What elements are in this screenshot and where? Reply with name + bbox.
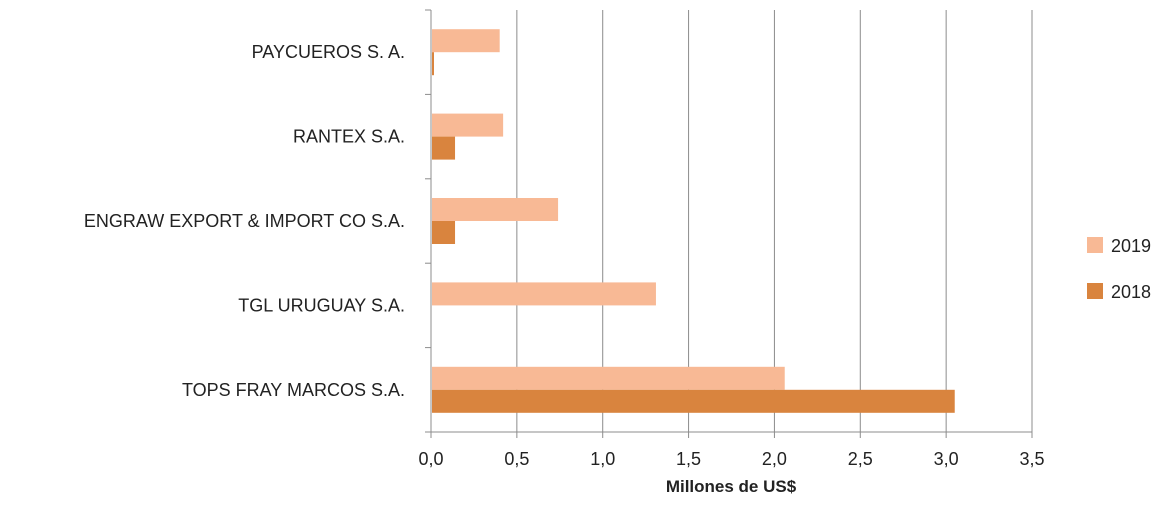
bar-2019 — [432, 29, 500, 53]
category-label: TGL URUGUAY S.A. — [238, 295, 405, 315]
bar-2019 — [432, 366, 785, 390]
x-tick-label: 2,5 — [848, 449, 873, 469]
x-tick-label: 2,0 — [762, 449, 787, 469]
x-axis-title: Millones de US$ — [666, 477, 797, 496]
bar-2019 — [432, 282, 656, 306]
grid-lines — [516, 10, 1033, 432]
category-label: PAYCUEROS S. A. — [252, 42, 405, 62]
x-tick-label: 0,5 — [504, 449, 529, 469]
category-label: TOPS FRAY MARCOS S.A. — [182, 380, 405, 400]
bar-2018 — [432, 389, 955, 413]
legend-label-2019: 2019 — [1111, 236, 1151, 256]
category-label: ENGRAW EXPORT & IMPORT CO S.A. — [84, 211, 405, 231]
x-tick-label: 3,5 — [1019, 449, 1044, 469]
legend: 2019 2018 — [1087, 236, 1151, 302]
bar-2019 — [432, 113, 504, 137]
x-tick-label: 1,5 — [676, 449, 701, 469]
x-tick-label: 0,0 — [418, 449, 443, 469]
legend-label-2018: 2018 — [1111, 282, 1151, 302]
axes — [425, 9, 1033, 438]
x-tick-label: 1,0 — [590, 449, 615, 469]
bar-2018 — [432, 136, 456, 160]
category-label: RANTEX S.A. — [293, 127, 405, 147]
bar-2019 — [432, 198, 559, 221]
x-tick-label: 3,0 — [934, 449, 959, 469]
legend-swatch-2018 — [1087, 283, 1103, 299]
bar-2018 — [432, 52, 434, 76]
legend-swatch-2019 — [1087, 237, 1103, 253]
bar-2018 — [432, 221, 456, 244]
labels: 0,0 0,5 1,0 1,5 2,0 2,5 3,0 3,5 PAYCUEROS S. A. R… — [84, 42, 1045, 469]
bars — [432, 29, 955, 413]
